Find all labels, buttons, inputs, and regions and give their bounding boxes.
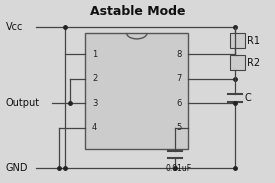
Text: 4: 4 bbox=[92, 123, 97, 132]
Text: R1: R1 bbox=[248, 36, 260, 46]
Text: Vcc: Vcc bbox=[6, 22, 23, 31]
Text: Astable Mode: Astable Mode bbox=[90, 5, 185, 18]
Text: 7: 7 bbox=[176, 74, 182, 83]
Text: 0.01uF: 0.01uF bbox=[165, 164, 191, 173]
Text: C: C bbox=[245, 93, 252, 103]
Bar bbox=[230, 55, 245, 70]
Text: Output: Output bbox=[6, 98, 40, 108]
Text: 2: 2 bbox=[92, 74, 97, 83]
Bar bbox=[85, 33, 188, 149]
Text: R2: R2 bbox=[248, 58, 261, 68]
Text: GND: GND bbox=[6, 163, 28, 173]
Text: 3: 3 bbox=[92, 99, 98, 108]
Text: 8: 8 bbox=[176, 50, 182, 59]
Text: 6: 6 bbox=[176, 99, 182, 108]
Text: 1: 1 bbox=[92, 50, 97, 59]
Text: 5: 5 bbox=[176, 123, 182, 132]
Bar bbox=[230, 33, 245, 48]
